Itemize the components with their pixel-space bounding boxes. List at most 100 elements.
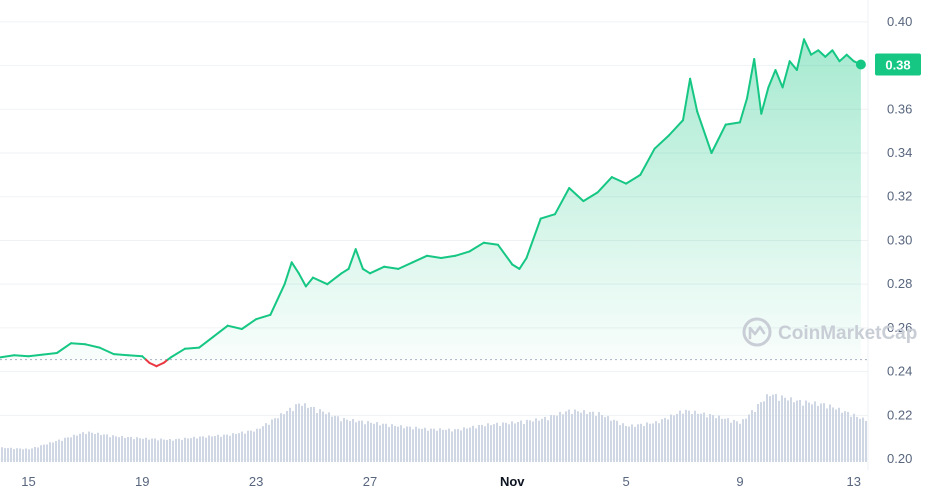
volume-bar: [568, 409, 570, 462]
volume-bar: [61, 440, 63, 462]
price-area: [0, 39, 861, 367]
volume-bar: [55, 441, 57, 462]
volume-bar: [559, 411, 561, 462]
price-line-segment: [746, 58, 756, 100]
price-line-segment: [596, 176, 613, 194]
price-line-segment: [212, 324, 229, 338]
volume-bar: [631, 424, 633, 462]
volume-bar: [424, 427, 426, 462]
volume-bar: [304, 403, 306, 462]
price-line-segment: [84, 343, 101, 349]
volume-bar: [736, 421, 738, 462]
volume-bar: [160, 438, 162, 462]
volume-bar: [385, 423, 387, 462]
volume-bar: [607, 416, 609, 462]
volume-bar: [832, 407, 834, 462]
price-line-segment: [795, 38, 805, 71]
volume-bar: [226, 434, 228, 462]
volume-bar: [340, 421, 342, 462]
volume-bar: [205, 437, 207, 462]
volume-bar: [349, 420, 351, 462]
volume-bar: [298, 403, 300, 462]
volume-bar: [313, 406, 315, 462]
volume-bar: [166, 439, 168, 462]
volume-bar: [256, 428, 258, 462]
volume-bar: [109, 437, 111, 462]
volume-bar: [280, 413, 282, 462]
price-lines: [0, 38, 862, 368]
volume-bar: [295, 404, 297, 462]
volume-bar: [829, 404, 831, 462]
volume-bar: [361, 420, 363, 462]
price-line-segment: [845, 53, 855, 63]
volume-bar: [97, 432, 99, 462]
volume-bar: [718, 415, 720, 462]
volume-bar: [838, 407, 840, 462]
volume-bar: [808, 402, 810, 462]
volume-bar: [391, 424, 393, 462]
volume-bar: [697, 413, 699, 462]
volume-bar: [322, 411, 324, 462]
y-tick-label: 0.36: [887, 101, 912, 116]
volume-bar: [547, 420, 549, 462]
volume-bar: [484, 426, 486, 462]
volume-bar: [157, 440, 159, 462]
price-line-segment: [312, 276, 329, 286]
price-line-segment: [440, 254, 457, 259]
volume-bar: [739, 423, 741, 462]
volume-bar: [232, 433, 234, 462]
volume-bar: [271, 419, 273, 462]
volume-bar: [583, 410, 585, 462]
volume-bar: [541, 418, 543, 462]
volume-bar: [793, 402, 795, 462]
volume-bar: [310, 407, 312, 462]
volume-bar: [127, 436, 129, 462]
volume-bar: [733, 419, 735, 462]
volume-bar: [598, 412, 600, 462]
volume-bar: [463, 427, 465, 462]
volume-bar: [472, 425, 474, 462]
volume-bar: [4, 448, 6, 462]
price-line-segment: [148, 361, 158, 368]
price-line-segment: [774, 69, 784, 89]
volume-bar: [442, 429, 444, 462]
volume-bar: [136, 437, 138, 462]
price-line-segment: [724, 121, 741, 126]
price-line-segment: [0, 354, 16, 359]
price-line-segment: [41, 352, 58, 356]
volume-bar: [427, 430, 429, 462]
volume-bar: [196, 438, 198, 462]
volume-bar: [685, 409, 687, 462]
price-line-segment: [639, 147, 656, 176]
volume-bar: [133, 439, 135, 462]
volume-bar: [415, 426, 417, 462]
volume-bar: [715, 418, 717, 462]
price-line-segment: [682, 77, 692, 122]
volume-bar: [493, 424, 495, 462]
volume-bar: [802, 405, 804, 462]
price-line-segment: [738, 97, 748, 124]
price-line-segment: [269, 283, 286, 316]
volume-bar: [307, 407, 309, 462]
volume-bar: [706, 417, 708, 462]
volume-bar: [574, 409, 576, 462]
volume-bar: [817, 405, 819, 462]
price-line-segment: [340, 267, 350, 275]
price-line-segment: [55, 342, 73, 354]
price-line-segment: [112, 353, 130, 357]
volume-bar: [673, 415, 675, 462]
y-tick-label: 0.30: [887, 232, 912, 247]
price-line-segment: [582, 191, 599, 203]
price-line-segment: [810, 49, 820, 56]
volume-bar: [610, 420, 612, 462]
volume-bar: [229, 435, 231, 462]
volume-bar: [676, 413, 678, 462]
volume-bar: [259, 428, 261, 462]
volume-bar: [499, 426, 501, 462]
price-line-segment: [198, 335, 215, 349]
volume-bar: [178, 438, 180, 462]
price-line-segment: [397, 261, 414, 270]
price-line-segment: [184, 346, 201, 350]
current-price-label: 0.38: [885, 57, 910, 72]
x-tick-label: 13: [847, 474, 861, 489]
